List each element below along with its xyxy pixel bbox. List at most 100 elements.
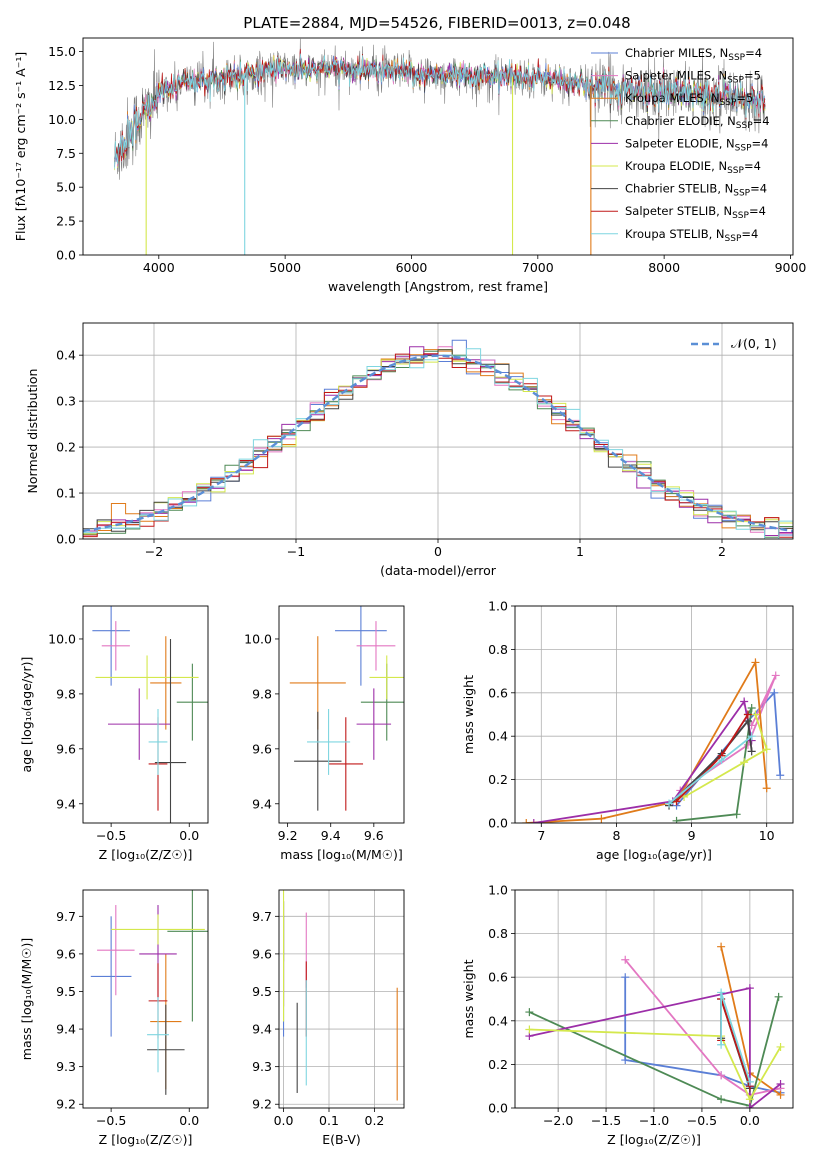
x-tick-label: −0.5 (96, 1113, 126, 1128)
y-tick-label: 9.6 (252, 946, 272, 961)
plot-frame (82, 605, 209, 824)
x-axis-label: (data-model)/error (380, 563, 497, 578)
x-tick-label: 9.6 (364, 828, 384, 843)
y-tick-label: 0.0 (56, 248, 76, 263)
x-tick-label: 9 (688, 828, 696, 843)
y-tick-label: 9.3 (252, 1059, 272, 1074)
mass-weight-line (624, 959, 781, 1096)
y-tick-label: 10.0 (244, 631, 272, 646)
x-tick-label: 1 (576, 544, 584, 559)
y-tick-label: 9.4 (252, 796, 272, 811)
x-tick-label: 5000 (269, 260, 301, 275)
legend: Chabrier MILES, NSSP=4 Salpeter MILES, NS… (591, 46, 770, 244)
x-tick-label: −0.5 (96, 828, 126, 843)
plus-marker (762, 745, 771, 754)
plus-marker (621, 955, 630, 964)
y-tick-label: 9.2 (252, 1097, 272, 1112)
x-tick-label: −1.0 (639, 1113, 669, 1128)
plus-marker (621, 973, 630, 982)
y-tick-label: 9.5 (56, 984, 76, 999)
x-tick-label: 0.2 (365, 1113, 385, 1128)
plus-marker (770, 688, 779, 697)
legend-entry: Kroupa STELIB, NSSP=4 (625, 227, 758, 244)
plus-marker (717, 1071, 726, 1080)
y-tick-label: 1.0 (488, 883, 508, 898)
plus-marker (743, 710, 752, 719)
plus-marker (732, 810, 741, 819)
plus-marker (751, 658, 760, 667)
plus-marker (776, 1080, 785, 1089)
y-tick-label: 9.2 (56, 1097, 76, 1112)
plus-marker (776, 1042, 785, 1051)
x-axis-label: mass [log₁₀(M/M☉)] (280, 847, 402, 862)
mass-weight-line (679, 675, 777, 792)
y-tick-label: 5.0 (56, 180, 76, 195)
y-tick-label: 10.0 (48, 112, 76, 127)
plot-frame (82, 322, 794, 540)
plus-marker (597, 814, 606, 823)
x-tick-label: −1.5 (591, 1113, 621, 1128)
y-tick-label: 9.4 (56, 1022, 76, 1037)
y-tick-label: 12.5 (48, 78, 76, 93)
mass-weight-line (529, 986, 782, 1108)
y-axis-label: mass weight (461, 675, 476, 754)
plus-marker (747, 747, 756, 756)
mass_vs_Z-panel: −0.5 0.0 9.2 9.3 9.4 9.5 9.6 9.7 Z [log₁₀(Z/Z☉)]… (19, 889, 209, 1147)
x-tick-label: 9.2 (278, 828, 298, 843)
y-tick-label: 0.3 (56, 394, 76, 409)
plus-marker (717, 756, 726, 765)
y-tick-label: 0.8 (488, 642, 508, 657)
age_vs_mass-panel: 9.2 9.4 9.6 9.4 9.6 9.8 10.0 mass [log₁₀(M/M☉)] (244, 605, 405, 862)
mass_vs_ebv-panel: 0.0 0.1 0.2 9.2 9.3 9.4 9.5 9.6 9.7 E(B-V) (252, 889, 405, 1147)
y-tick-label: 0.2 (56, 440, 76, 455)
plot-frame (278, 889, 405, 1109)
x-tick-label: 7 (537, 828, 545, 843)
plus-marker (747, 732, 756, 741)
plot-frame (514, 889, 794, 1109)
plus-marker (776, 771, 785, 780)
legend-entry: Kroupa MILES, NSSP=5 (625, 91, 753, 108)
plus-marker (762, 784, 771, 793)
plus-marker (717, 1095, 726, 1104)
plus-marker (774, 992, 783, 1001)
y-tick-label: 2.5 (56, 214, 76, 229)
y-tick-label: 0.6 (488, 685, 508, 700)
y-tick-label: 0.2 (488, 772, 508, 787)
figure-title: PLATE=2884, MJD=54526, FIBERID=0013, z=0… (243, 14, 630, 32)
x-tick-label: 0 (434, 544, 442, 559)
y-tick-label: 9.6 (56, 741, 76, 756)
mass_weight_vs_age-panel: 7 8 9 10 0.0 0.2 0.4 0.6 0.8 1.0 age [log₁₀(age/yr… (461, 599, 794, 862)
plus-marker (740, 758, 749, 767)
plus-marker (672, 797, 681, 806)
y-tick-label: 0.4 (488, 729, 508, 744)
legend-entry: Salpeter STELIB, NSSP=4 (625, 204, 766, 221)
plus-marker (745, 984, 754, 993)
x-tick-label: 8 (612, 828, 620, 843)
legend-entry: Salpeter MILES, NSSP=5 (625, 69, 761, 86)
plus-marker (751, 710, 760, 719)
y-axis-label: mass weight (461, 959, 476, 1038)
plus-marker (529, 819, 538, 823)
y-tick-label: 9.8 (56, 686, 76, 701)
y-tick-label: 9.6 (56, 946, 76, 961)
y-tick-label: 0.4 (56, 348, 76, 363)
mass-weight-line (529, 1028, 782, 1102)
plus-marker (717, 942, 726, 951)
plus-marker (740, 697, 749, 706)
x-tick-label: 0.0 (274, 1113, 294, 1128)
y-tick-label: 0.0 (56, 532, 76, 547)
x-tick-label: 0.0 (740, 1113, 760, 1128)
y-tick-label: 0.2 (488, 1057, 508, 1072)
plus-marker (665, 799, 674, 808)
normal-curve (83, 354, 793, 533)
x-tick-label: 0.0 (179, 828, 199, 843)
plus-marker (717, 1040, 726, 1049)
plus-marker (522, 819, 531, 823)
legend-entry: Chabrier STELIB, NSSP=4 (625, 182, 767, 199)
x-tick-label: −0.5 (687, 1113, 717, 1128)
x-tick-label: −1 (287, 544, 305, 559)
y-tick-label: 1.0 (488, 599, 508, 614)
plus-marker (717, 988, 726, 997)
x-axis-label: Z [log₁₀(Z/Z☉)] (607, 1132, 701, 1147)
x-axis-label: Z [log₁₀(Z/Z☉)] (99, 847, 193, 862)
